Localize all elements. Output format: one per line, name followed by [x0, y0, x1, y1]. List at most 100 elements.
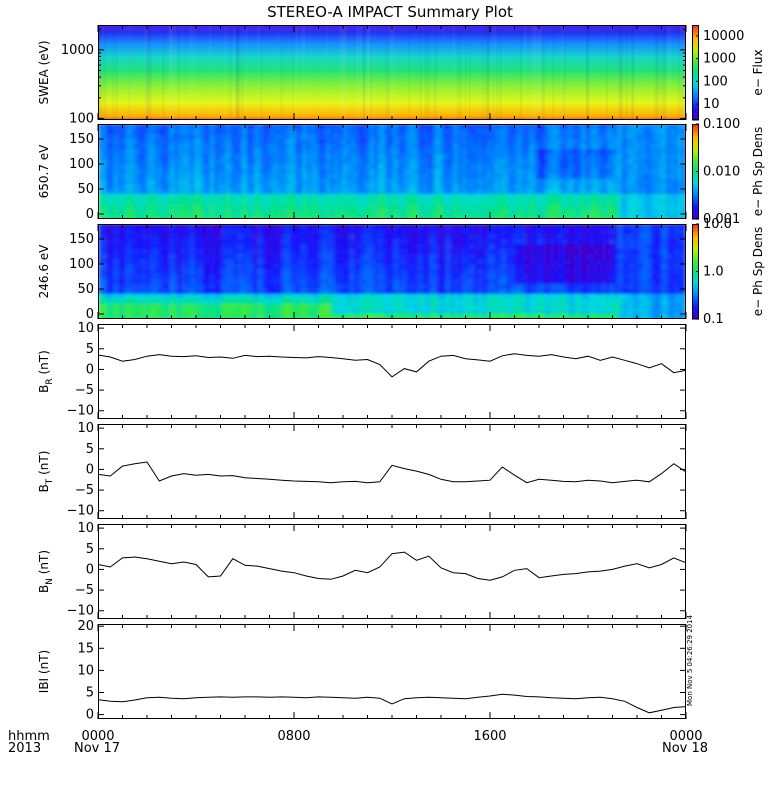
pad650-cell: [202, 129, 207, 135]
pad246-cell: [222, 239, 227, 245]
pad650-cell: [518, 194, 523, 200]
pad246-cell: [346, 284, 351, 290]
pad246-cell: [406, 269, 411, 275]
swea-texture: [370, 25, 371, 120]
pad246-cell: [474, 229, 479, 235]
pad650-cell: [538, 174, 543, 180]
pad246-cell: [374, 304, 379, 310]
pad650-cell: [514, 199, 519, 205]
pad246-cell: [338, 249, 343, 255]
pad650-cell: [378, 199, 383, 205]
pad246-cell: [114, 299, 119, 305]
pad246-cell: [266, 304, 271, 310]
pad650-cell: [642, 174, 647, 180]
pad650-ytick-label: 150: [69, 132, 94, 147]
pad650-cell: [102, 199, 107, 205]
pad650-cell: [378, 159, 383, 165]
pad650-cell: [550, 179, 555, 185]
pad246-cell: [178, 244, 183, 250]
pad650-cell: [550, 174, 555, 180]
pad650-cell: [606, 144, 611, 150]
pad650-cell: [594, 154, 599, 160]
pad246-cell: [430, 269, 435, 275]
pad246-cell: [326, 284, 331, 290]
pad650-cell: [434, 159, 439, 165]
pad650-cell: [554, 194, 559, 200]
pad246-cell: [274, 229, 279, 235]
pad650-cell: [282, 174, 287, 180]
pad650-cell: [114, 199, 119, 205]
pad650-cell: [442, 164, 447, 170]
pad650-cell: [574, 179, 579, 185]
pad246-cell: [302, 299, 307, 305]
pad650-cell: [278, 139, 283, 145]
pad650-cell: [506, 159, 511, 165]
swea-cb-tick-label: 10: [703, 97, 720, 112]
pad650-cell: [666, 149, 671, 155]
pad246-cell: [238, 294, 243, 300]
pad650-cell: [326, 174, 331, 180]
pad650-cell: [118, 139, 123, 145]
pad246-cell: [198, 254, 203, 260]
pad246-cell: [458, 249, 463, 255]
pad650-cell: [290, 169, 295, 175]
pad650-cell: [350, 154, 355, 160]
pad650-cell: [522, 164, 527, 170]
pad246-cell: [162, 294, 167, 300]
pad246-cell: [302, 274, 307, 280]
pad650-cell: [142, 194, 147, 200]
pad650-cell: [270, 144, 275, 150]
pad650-cell: [646, 209, 651, 215]
pad246-cell: [418, 269, 423, 275]
pad650-cell: [158, 164, 163, 170]
pad650-cell: [314, 164, 319, 170]
pad246-cell: [466, 254, 471, 260]
pad650-cell: [434, 209, 439, 215]
pad650-cell: [442, 194, 447, 200]
pad246-cell: [322, 234, 327, 240]
pad246-cell: [150, 264, 155, 270]
pad650-cell: [578, 134, 583, 140]
pad246-cell: [454, 279, 459, 285]
pad650-cell: [134, 184, 139, 190]
pad650-cell: [174, 134, 179, 140]
pad650-cell: [286, 194, 291, 200]
pad650-cell: [618, 199, 623, 205]
pad650-cell: [522, 194, 527, 200]
pad246-cell: [186, 309, 191, 315]
pad246-cell: [434, 294, 439, 300]
pad650-cell: [146, 179, 151, 185]
pad650-cell: [494, 139, 499, 145]
pad650-cell: [270, 139, 275, 145]
pad650-cell: [570, 154, 575, 160]
pad246-cell: [282, 269, 287, 275]
pad246-cell: [250, 284, 255, 290]
pad246-cell: [370, 239, 375, 245]
pad650-cell: [646, 184, 651, 190]
pad650-cell: [402, 199, 407, 205]
pad650-cell: [138, 189, 143, 195]
pad246-cell: [258, 309, 263, 315]
pad246-cell: [202, 279, 207, 285]
pad650-cell: [178, 184, 183, 190]
pad650-cell: [138, 179, 143, 185]
pad650-cell: [366, 134, 371, 140]
pad246-cell: [414, 269, 419, 275]
pad246-cell: [298, 289, 303, 295]
pad650-cell: [150, 204, 155, 210]
pad246-cell: [342, 259, 347, 265]
pad246-cell: [298, 304, 303, 310]
pad650-cell: [270, 189, 275, 195]
pad650-cell: [534, 169, 539, 175]
pad246-cell: [350, 239, 355, 245]
pad246-cell: [306, 289, 311, 295]
pad650-cell: [450, 204, 455, 210]
pad650-cell: [354, 174, 359, 180]
pad246-cell: [202, 304, 207, 310]
pad650-cell: [614, 189, 619, 195]
pad650-cell: [146, 169, 151, 175]
pad650-cell: [146, 129, 151, 135]
pad650-cell: [278, 174, 283, 180]
pad650-cell: [222, 164, 227, 170]
pad246-cell: [206, 279, 211, 285]
